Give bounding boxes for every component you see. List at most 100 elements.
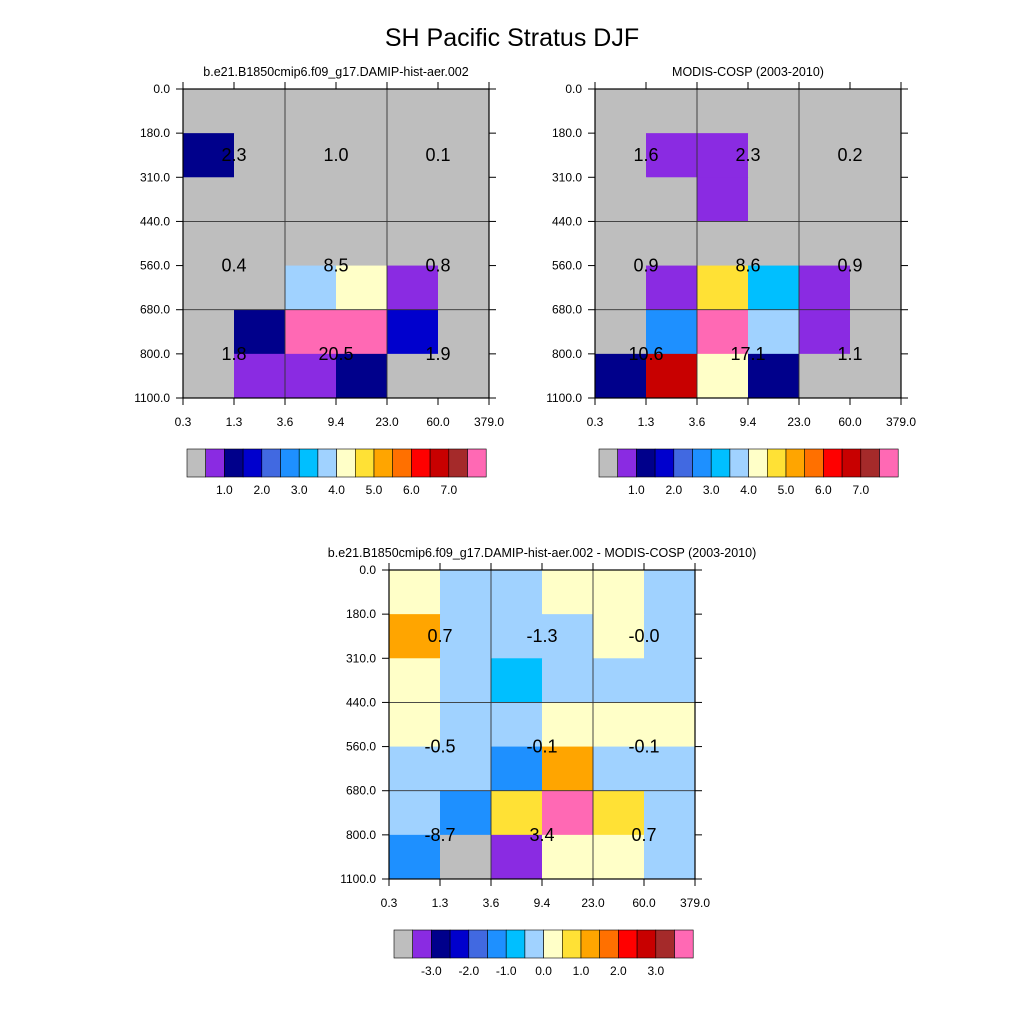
heatmap-cell <box>595 309 647 355</box>
colorbar-box <box>599 929 619 959</box>
panel-subtitle: MODIS-COSP (2003-2010) <box>672 65 824 79</box>
x-tick-label: 23.0 <box>581 896 605 910</box>
colorbar-label: 7.0 <box>440 483 457 497</box>
heatmap-cell <box>799 309 851 355</box>
heatmap-cell <box>234 265 286 311</box>
heatmap-cell <box>389 746 441 792</box>
heatmap-cell <box>438 89 490 134</box>
colorbar-box <box>242 448 263 478</box>
colorbar-box <box>524 929 544 959</box>
colorbar-label: 5.0 <box>366 483 383 497</box>
heatmap-cell <box>646 177 698 222</box>
heatmap-cell <box>646 221 698 266</box>
group-sum-label: 20.5 <box>318 344 353 364</box>
heatmap-cell <box>234 221 286 266</box>
heatmap-cell <box>389 658 441 703</box>
heatmap-cell <box>389 702 441 747</box>
x-tick-label: 9.4 <box>534 896 551 910</box>
group-sum-label: 1.6 <box>633 145 658 165</box>
group-sum-label: 3.4 <box>529 825 554 845</box>
heatmap-cell <box>387 133 439 178</box>
colorbar-box <box>804 448 824 478</box>
heatmap-cell <box>440 614 492 659</box>
heatmap-cell <box>748 177 800 222</box>
x-tick-label: 3.6 <box>483 896 500 910</box>
colorbar-box <box>823 448 843 478</box>
heatmap-cell <box>595 177 647 222</box>
panel-model: b.e21.B1850cmip6.f09_g17.DAMIP-hist-aer.… <box>134 65 504 497</box>
heatmap-cell <box>183 353 235 399</box>
colorbar-box <box>636 929 657 959</box>
heatmap-cell <box>595 133 647 178</box>
heatmap-cell <box>389 614 441 659</box>
colorbar-box <box>618 929 638 959</box>
colorbar-box <box>186 448 207 478</box>
heatmap-cell <box>644 570 696 615</box>
colorbar-label: 6.0 <box>815 483 832 497</box>
heatmap-cell <box>183 177 235 222</box>
heatmap-cell <box>183 309 235 355</box>
x-tick-label: 1.3 <box>638 415 655 429</box>
group-sum-label: 1.9 <box>425 344 450 364</box>
heatmap-cell <box>850 133 902 178</box>
group-sum-label: 0.8 <box>425 256 450 276</box>
y-tick-label: 560.0 <box>140 259 170 273</box>
heatmap-cell <box>850 265 902 311</box>
heatmap-cell <box>644 746 696 792</box>
heatmap-cell <box>285 265 337 311</box>
heatmap-cell <box>644 658 696 703</box>
x-tick-label: 379.0 <box>680 896 710 910</box>
colorbar-box <box>674 929 694 959</box>
colorbar-box <box>655 929 675 959</box>
colorbar-label: -2.0 <box>458 964 479 978</box>
y-tick-label: 440.0 <box>140 214 170 228</box>
group-sum-label: 2.3 <box>735 145 760 165</box>
heatmap-cell <box>234 89 286 134</box>
colorbar-label: 4.0 <box>740 483 757 497</box>
y-tick-label: 800.0 <box>552 347 582 361</box>
x-tick-label: 0.3 <box>587 415 604 429</box>
colorbar-box <box>449 929 470 959</box>
heatmap-cell <box>799 177 851 222</box>
heatmap-cell <box>440 746 492 792</box>
heatmap-cell <box>183 265 235 311</box>
colorbar-box <box>431 929 451 959</box>
heatmap-cell <box>440 570 492 615</box>
heatmap-cell <box>285 177 337 222</box>
heatmap-cell <box>389 570 441 615</box>
colorbar-label: 5.0 <box>778 483 795 497</box>
y-tick-label: 560.0 <box>346 740 376 754</box>
x-tick-label: 379.0 <box>886 415 916 429</box>
colorbar-box <box>373 448 394 478</box>
colorbar-box <box>580 929 601 959</box>
heatmap-cell <box>389 790 441 836</box>
heatmap-cell <box>748 133 800 178</box>
heatmap-cell <box>440 834 492 880</box>
y-tick-label: 1100.0 <box>134 391 170 405</box>
colorbar-box <box>785 448 806 478</box>
heatmap-cell <box>748 221 800 266</box>
heatmap-cell <box>593 570 645 615</box>
x-tick-label: 0.3 <box>175 415 192 429</box>
colorbar-box <box>468 929 488 959</box>
y-tick-label: 680.0 <box>346 784 376 798</box>
heatmap-cell <box>748 265 800 311</box>
heatmap-cell <box>387 89 439 134</box>
x-tick-label: 60.0 <box>838 415 862 429</box>
colorbar-box <box>487 929 507 959</box>
figure-title: SH Pacific Stratus DJF <box>385 24 639 52</box>
x-tick-label: 23.0 <box>375 415 399 429</box>
x-tick-label: 3.6 <box>277 415 294 429</box>
colorbar-box <box>429 448 450 478</box>
heatmap-cell <box>491 834 543 880</box>
heatmap-cell <box>593 834 645 880</box>
heatmap-cell <box>285 89 337 134</box>
colorbar-box <box>448 448 468 478</box>
colorbar-box <box>729 448 749 478</box>
colorbar-label: 2.0 <box>253 483 270 497</box>
heatmap-cell <box>336 89 388 134</box>
heatmap-cell <box>438 221 490 266</box>
colorbar-label: 1.0 <box>216 483 233 497</box>
x-tick-label: 0.3 <box>381 896 398 910</box>
